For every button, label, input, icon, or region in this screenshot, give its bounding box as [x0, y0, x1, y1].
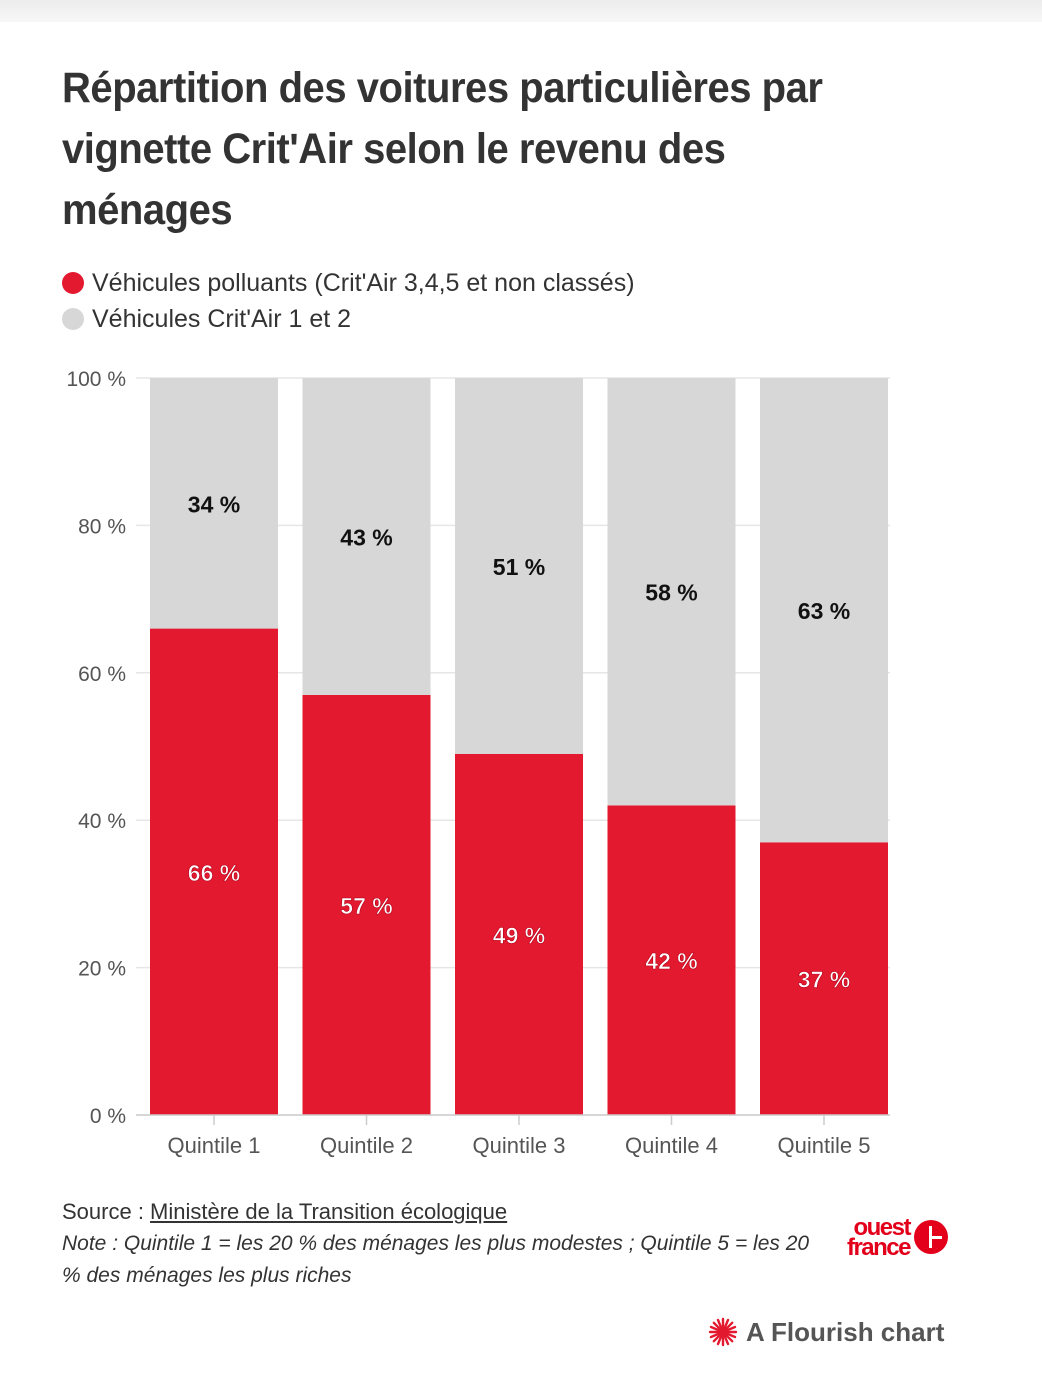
y-tick-label: 20 % [78, 958, 126, 981]
bar-polluting [150, 628, 278, 1115]
bar-polluting [760, 842, 888, 1115]
x-axis: Quintile 1 Quintile 2 Quintile 3 Quintile 4… [136, 1114, 890, 1158]
brand-line2: france [846, 1234, 912, 1261]
y-tick-label: 40 % [78, 810, 126, 833]
x-tick-label: Quintile 5 [778, 1133, 871, 1158]
chart-note: Note : Quintile 1 = les 20 % des ménages… [62, 1232, 810, 1287]
legend: Véhicules polluants (Crit'Air 3,4,5 et n… [62, 265, 635, 337]
source-line: Source : Ministère de la Transition écol… [62, 1196, 822, 1228]
data-label-polluting: 42 % [645, 948, 697, 974]
brand-wordmark: ouest france [828, 1214, 912, 1261]
bar-critair-1-2 [302, 378, 431, 695]
legend-dot-red-icon [62, 272, 84, 294]
top-bar [0, 0, 1042, 22]
bar-critair-1-2 [607, 378, 736, 806]
flourish-credit-text: A Flourish chart [746, 1316, 945, 1347]
bar-critair-1-2 [150, 378, 278, 629]
data-label-polluting: 66 % [188, 860, 240, 886]
bar-polluting [607, 805, 736, 1115]
data-label-critair-1-2: 58 % [645, 580, 697, 606]
footer: Source : Ministère de la Transition écol… [62, 1196, 822, 1292]
source-link[interactable]: Ministère de la Transition écologique [150, 1199, 508, 1224]
ouest-france-mark-icon [914, 1220, 948, 1254]
legend-dot-grey-icon [62, 308, 84, 330]
bar-polluting [302, 694, 431, 1115]
data-label-critair-1-2: 51 % [493, 554, 545, 580]
data-label-critair-1-2: 43 % [340, 524, 392, 550]
source-prefix: Source : [62, 1199, 151, 1224]
legend-label: Véhicules Crit'Air 1 et 2 [92, 304, 352, 333]
legend-item-polluting[interactable]: Véhicules polluants (Crit'Air 3,4,5 et n… [62, 265, 635, 301]
x-tick-label: Quintile 4 [625, 1133, 718, 1158]
y-axis: 0 % 20 % 40 % 60 % 80 % 100 % [66, 368, 126, 1128]
bar-polluting [455, 753, 583, 1115]
stacked-bar-chart: 0 % 20 % 40 % 60 % 80 % 100 % 66 % 34 % 57 % 43 … [66, 368, 890, 1158]
bar-critair-1-2 [455, 378, 583, 754]
legend-item-critair-1-2[interactable]: Véhicules Crit'Air 1 et 2 [62, 301, 635, 337]
y-tick-label: 80 % [78, 515, 126, 538]
data-label-polluting: 57 % [340, 893, 392, 919]
data-label-polluting: 49 % [493, 922, 545, 948]
brand-line1: ouest [853, 1214, 911, 1241]
data-label-polluting: 37 % [798, 967, 850, 993]
bars: 66 % 34 % 57 % 43 % 49 % 51 % 42 % 58 % 37 % 63 % [150, 378, 888, 1115]
chart-title: Répartition des voitures particulières p… [62, 64, 823, 234]
y-tick-label: 60 % [78, 663, 126, 686]
ouest-france-logo[interactable]: ouest france [828, 1214, 948, 1266]
x-tick-label: Quintile 3 [473, 1133, 566, 1158]
flourish-starburst-icon [708, 1317, 738, 1347]
data-label-critair-1-2: 63 % [798, 598, 850, 624]
legend-label: Véhicules polluants (Crit'Air 3,4,5 et n… [92, 268, 635, 297]
flourish-credit-link[interactable]: A Flourish chart [708, 1314, 944, 1350]
data-label-critair-1-2: 34 % [188, 491, 240, 517]
y-tick-label: 0 % [90, 1105, 126, 1128]
y-tick-label: 100 % [66, 368, 126, 391]
x-tick-label: Quintile 2 [320, 1133, 413, 1158]
bar-critair-1-2 [760, 378, 888, 843]
x-tick-label: Quintile 1 [168, 1133, 261, 1158]
